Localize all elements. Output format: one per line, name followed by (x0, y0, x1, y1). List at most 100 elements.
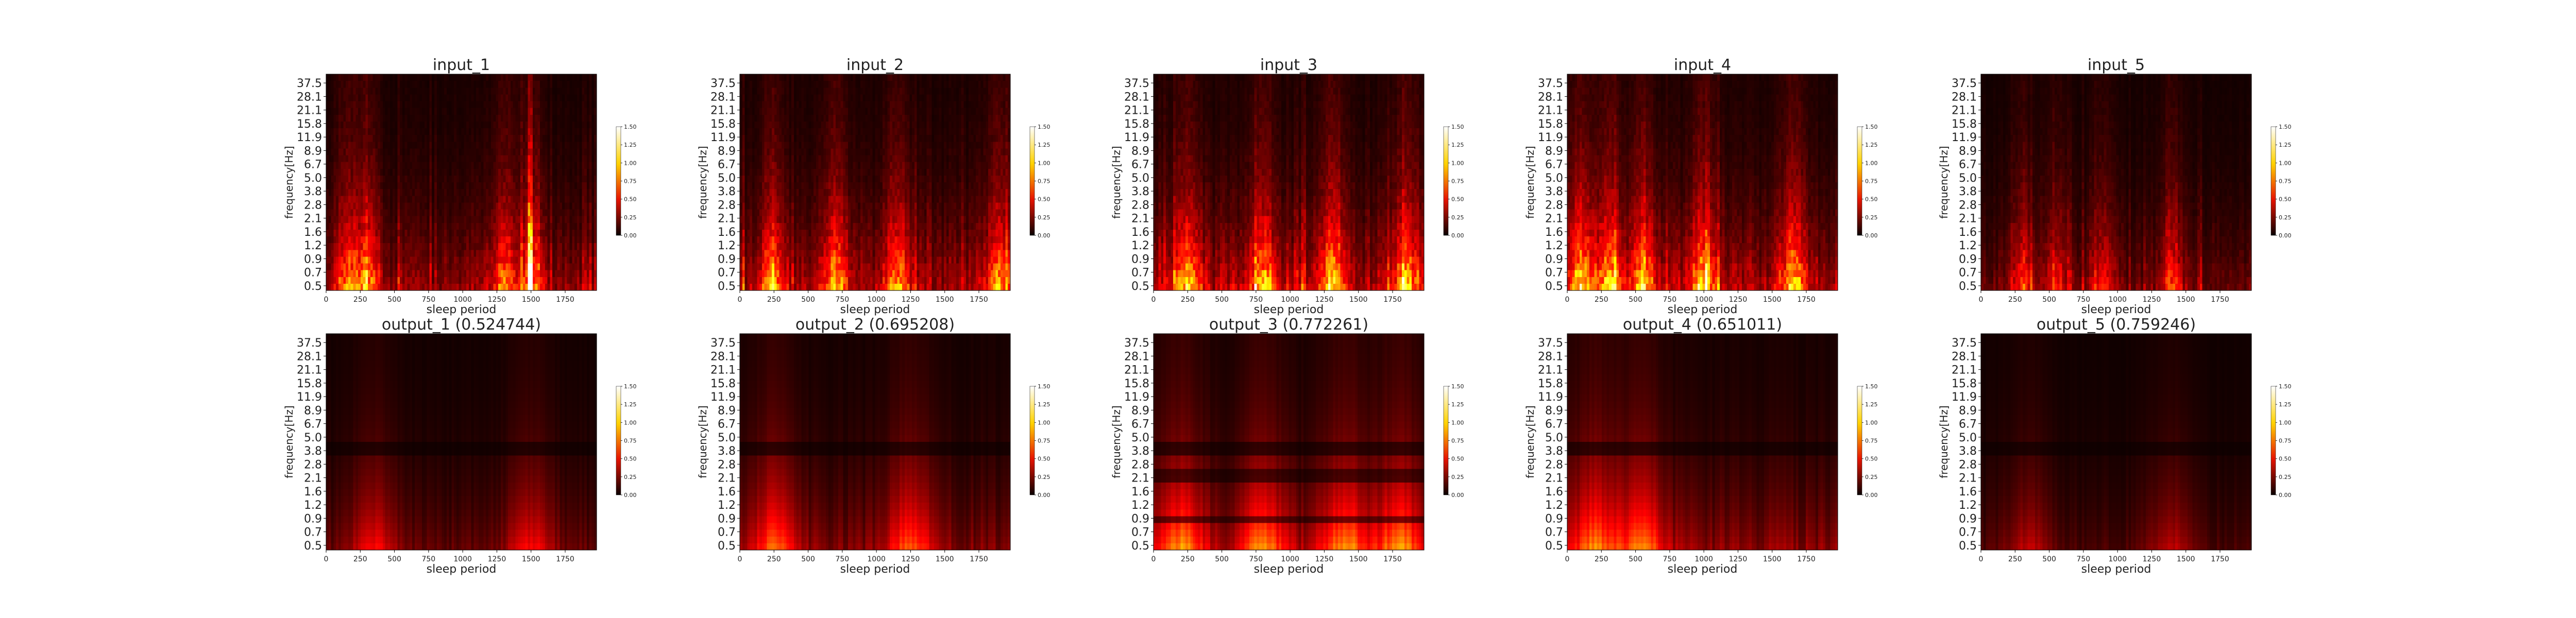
heatmap-cell (488, 277, 491, 284)
heatmap-cell (462, 250, 464, 257)
heatmap-cell (782, 148, 784, 156)
heatmap-cell (417, 122, 420, 129)
heatmap-cell (523, 270, 526, 278)
heatmap-cell (419, 243, 422, 250)
heatmap-cell (348, 284, 351, 291)
heatmap-cell (456, 243, 459, 250)
heatmap-cell (378, 94, 380, 101)
heatmap-cell (772, 122, 774, 129)
heatmap-cell (513, 243, 516, 250)
heatmap-cell (557, 176, 560, 183)
heatmap-cell (757, 162, 759, 169)
heatmap-cell (787, 210, 789, 217)
heatmap-cell (831, 236, 834, 244)
heatmap-cell (346, 236, 348, 244)
heatmap-cell (462, 243, 464, 250)
heatmap-cell (326, 108, 329, 115)
heatmap-cell (838, 115, 841, 122)
heatmap-cell (747, 162, 750, 169)
heatmap-cell (560, 270, 562, 278)
heatmap-cell (373, 223, 376, 230)
heatmap-cell (745, 148, 748, 156)
heatmap-cell (341, 169, 344, 176)
heatmap-cell (845, 210, 848, 217)
heatmap-cell (363, 189, 366, 196)
heatmap-cell (570, 196, 572, 203)
heatmap-cell (841, 210, 843, 217)
heatmap-cell (836, 101, 838, 109)
heatmap-cell (415, 169, 417, 176)
heatmap-cell (449, 176, 452, 183)
heatmap-cell (380, 223, 383, 230)
heatmap-cell (326, 182, 329, 190)
heatmap-cell (501, 128, 503, 135)
heatmap-cell (574, 270, 577, 278)
heatmap-cell (429, 256, 432, 264)
heatmap-cell (383, 196, 385, 203)
heatmap-cell (496, 270, 498, 278)
heatmap-cell (415, 101, 417, 109)
heatmap-cell (545, 202, 548, 210)
heatmap-cell (520, 230, 523, 237)
heatmap-cell (427, 176, 430, 183)
heatmap-cell (799, 156, 802, 163)
heatmap-cell (557, 243, 560, 250)
heatmap-cell (831, 81, 834, 88)
heatmap-cell (410, 74, 412, 81)
heatmap-cell (471, 74, 474, 81)
heatmap-cell (577, 250, 580, 257)
heatmap-cell (520, 284, 523, 291)
heatmap-cell (747, 223, 750, 230)
heatmap-cell (513, 196, 516, 203)
y-tick-label: 37.5 (297, 77, 322, 90)
heatmap-cell (375, 230, 378, 237)
heatmap-cell (750, 202, 752, 210)
heatmap-cell (843, 223, 845, 230)
heatmap-cell (804, 256, 806, 264)
heatmap-cell (777, 74, 779, 81)
heatmap-cell (557, 256, 560, 264)
heatmap-cell (408, 189, 410, 196)
heatmap-cell (390, 216, 393, 224)
heatmap-cell (591, 284, 594, 291)
heatmap-cell (513, 182, 516, 190)
heatmap-cell (809, 210, 811, 217)
heatmap-cell (560, 128, 562, 135)
heatmap-cell (395, 210, 398, 217)
heatmap-cell (740, 210, 742, 217)
heatmap-cell (513, 74, 516, 81)
heatmap-cell (505, 202, 508, 210)
heatmap-cell (331, 128, 334, 135)
heatmap-cell (828, 250, 831, 257)
heatmap-cell (508, 94, 511, 101)
heatmap-cell (836, 94, 838, 101)
heatmap-cell (373, 202, 376, 210)
heatmap-cell (444, 216, 447, 224)
heatmap-cell (831, 202, 834, 210)
heatmap-cell (801, 256, 804, 264)
heatmap-cell (343, 189, 346, 196)
heatmap-cell (584, 250, 587, 257)
heatmap-cell (390, 169, 393, 176)
heatmap-cell (533, 250, 535, 257)
heatmap-cell (555, 284, 557, 291)
heatmap-cell (378, 182, 380, 190)
heatmap-cell (826, 202, 828, 210)
heatmap-cell (361, 189, 363, 196)
heatmap-cell (755, 81, 757, 88)
heatmap-cell (454, 250, 456, 257)
heatmap-cell (769, 74, 772, 81)
heatmap-cell (505, 210, 508, 217)
heatmap-cell (574, 122, 577, 129)
heatmap-cell (784, 122, 787, 129)
heatmap-cell (833, 115, 836, 122)
heatmap-cell (572, 250, 574, 257)
heatmap-cell (772, 88, 774, 95)
heatmap-cell (415, 176, 417, 183)
heatmap-cell (373, 284, 376, 291)
heatmap-cell (782, 81, 784, 88)
heatmap-cell (779, 236, 782, 244)
heatmap-cell (466, 142, 469, 149)
heatmap-cell (535, 284, 538, 291)
heatmap-cell (437, 88, 439, 95)
